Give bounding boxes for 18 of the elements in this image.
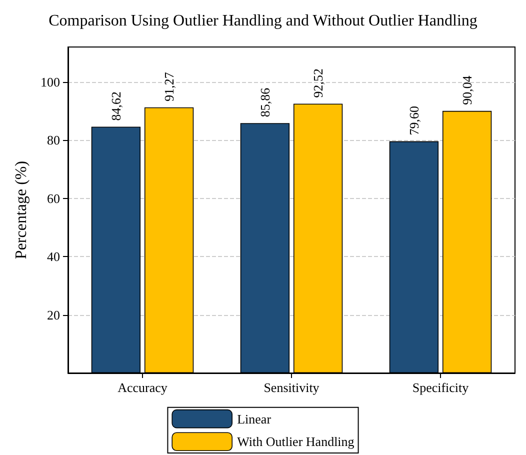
x-tick-label: Specificity — [412, 380, 470, 395]
data-label: 90,04 — [460, 75, 475, 105]
data-label: 79,60 — [406, 106, 422, 136]
x-tick-label: Sensitivity — [264, 380, 320, 395]
y-tick-label: 100 — [40, 74, 60, 90]
y-tick-label: 60 — [47, 190, 60, 206]
y-tick-label: 20 — [47, 307, 60, 322]
y-tick-label: 80 — [47, 132, 60, 148]
data-label: 84,62 — [108, 91, 124, 121]
legend-label: Linear — [237, 411, 272, 426]
y-axis-title: Percentage (%) — [13, 160, 30, 260]
y-tick-label: 40 — [47, 249, 60, 264]
data-label: 85,86 — [257, 87, 272, 118]
data-label: 92,52 — [310, 68, 326, 98]
data-label: 91,27 — [162, 72, 177, 102]
legend-label: With Outlier Handling — [237, 434, 355, 450]
chart-title: Comparison Using Outlier Handling and Without Outlier Handling — [48, 12, 478, 30]
x-tick-label: Accuracy — [118, 380, 168, 395]
